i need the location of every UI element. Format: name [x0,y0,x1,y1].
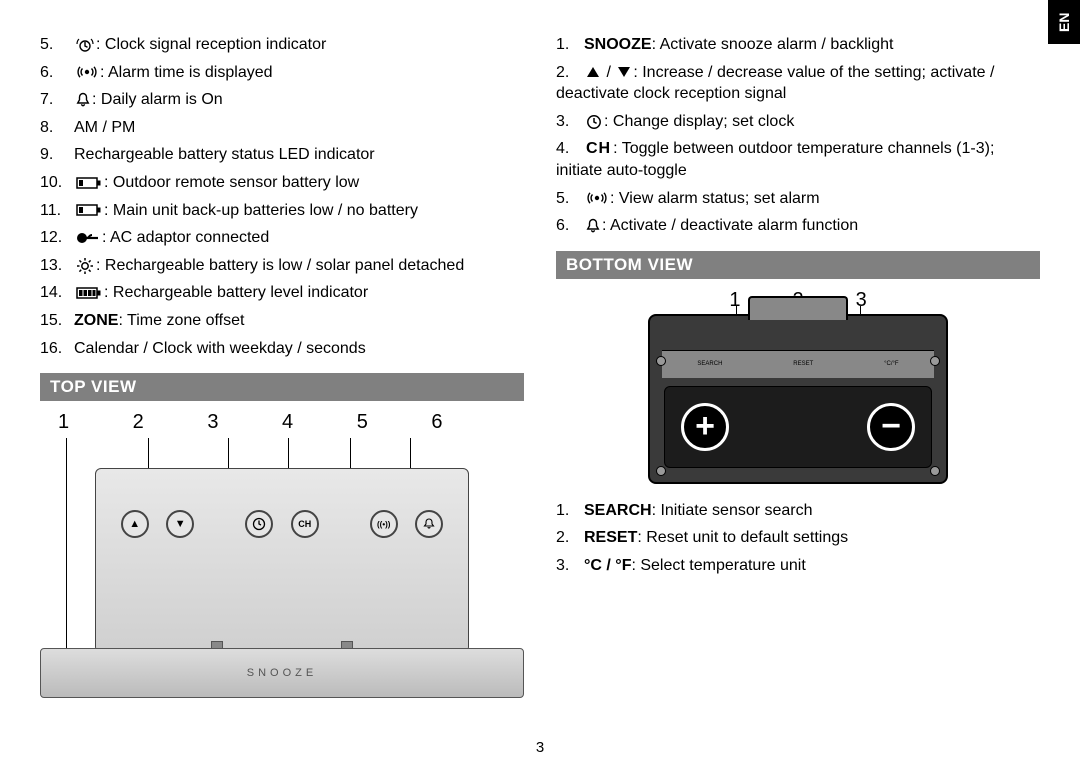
list-item: 2.RESET: Reset unit to default settings [556,527,1040,549]
list-item: 5.: Clock signal reception indicator [40,34,524,56]
callout-label: 3 [856,289,867,312]
callout-label: 4 [282,411,357,434]
callout-label: 3 [207,411,282,434]
figure-bottom-view: 123 SEARCHRESET°C/°F + − [556,289,1040,484]
plate-label: RESET [793,361,813,367]
right-column: 1.SNOOZE: Activate snooze alarm / backli… [556,34,1040,746]
callout-label: 2 [133,411,208,434]
list-item: 3.°C / °F: Select temperature unit [556,555,1040,577]
left-column: 5.: Clock signal reception indicator 6.: … [40,34,524,746]
list-item: 15.ZONE: Time zone offset [40,310,524,332]
battery-negative-icon: − [867,403,915,451]
list-item: 3.: Change display; set clock [556,111,1040,133]
list-item: 12.: AC adaptor connected [40,227,524,249]
clock-button [245,510,273,538]
right-item-list-b: 1.SEARCH: Initiate sensor search 2.RESET:… [556,500,1040,577]
callout-label: 1 [58,411,133,434]
list-item: 7.: Daily alarm is On [40,89,524,111]
page-number: 3 [0,739,1080,756]
list-item: 2. / : Increase / decrease value of the … [556,62,1040,105]
list-item: 13.: Rechargeable battery is low / solar… [40,255,524,277]
right-item-list-a: 1.SNOOZE: Activate snooze alarm / backli… [556,34,1040,237]
ch-button: CH [291,510,319,538]
section-header-top-view: TOP VIEW [40,373,524,401]
top-view-callout-labels: 123456 [40,411,524,434]
list-item: 9.Rechargeable battery status LED indica… [40,144,524,166]
list-item: 10.: Outdoor remote sensor battery low [40,172,524,194]
list-item: 1.SEARCH: Initiate sensor search [556,500,1040,522]
page: 5.: Clock signal reception indicator 6.: … [0,0,1080,766]
list-item: 14.: Rechargeable battery level indicato… [40,282,524,304]
section-header-bottom-view: BOTTOM VIEW [556,251,1040,279]
plate-label: SEARCH [697,361,722,367]
plate-label: °C/°F [884,361,898,367]
top-view-device: ▲ ▼ CH ((•)) SNOOZE [40,438,524,698]
callout-label: 6 [431,411,506,434]
device-button-row: ▲ ▼ CH ((•)) [112,502,452,546]
battery-bay: + − [664,386,932,468]
device-body [95,468,469,650]
bottom-controls-plate: SEARCH RESET °C/°F [662,350,934,378]
snooze-bar: SNOOZE [40,648,524,698]
language-tab: EN [1048,0,1080,44]
list-item: 6.: Alarm time is displayed [40,62,524,84]
list-item: 11.: Main unit back-up batteries low / n… [40,200,524,222]
figure-top-view: 123456 ▲ ▼ CH [40,411,524,698]
list-item: 16.Calendar / Clock with weekday / secon… [40,338,524,360]
bottom-view-device: SEARCH RESET °C/°F + − [648,314,948,484]
battery-positive-icon: + [681,403,729,451]
list-item: 5.: View alarm status; set alarm [556,188,1040,210]
up-button: ▲ [121,510,149,538]
callout-label: 5 [357,411,432,434]
alarm-signal-button: ((•)) [370,510,398,538]
list-item: 8.AM / PM [40,117,524,139]
down-button: ▼ [166,510,194,538]
callout-label: 1 [729,289,740,312]
bell-button [415,510,443,538]
left-item-list: 5.: Clock signal reception indicator 6.: … [40,34,524,359]
list-item: 6.: Activate / deactivate alarm function [556,215,1040,237]
list-item: 1.SNOOZE: Activate snooze alarm / backli… [556,34,1040,56]
list-item: 4.CH: Toggle between outdoor temperature… [556,138,1040,181]
